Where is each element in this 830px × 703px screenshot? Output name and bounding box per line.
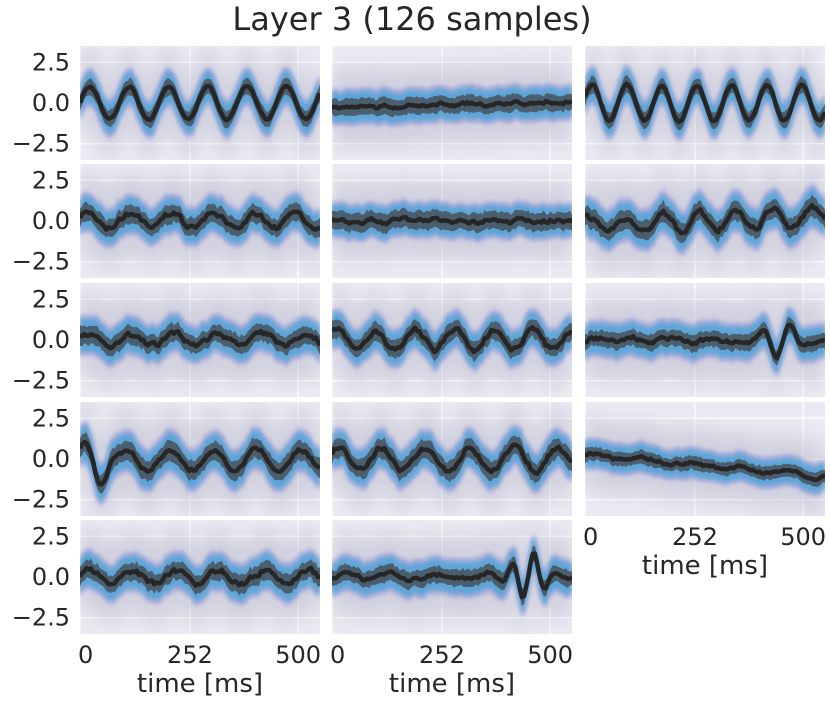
panel-content	[332, 403, 572, 516]
mean-line	[332, 442, 572, 476]
x-tick-label: 252	[672, 523, 718, 551]
y-tick-label: 2.5	[32, 404, 70, 432]
std-band	[80, 558, 320, 596]
mean-line	[332, 325, 572, 355]
panel-content	[585, 46, 825, 160]
x-axis-label: time [ms]	[642, 551, 768, 581]
y-tick-label: −2.5	[12, 248, 70, 276]
y-tick-label: −2.5	[12, 486, 70, 514]
panel-content	[585, 284, 825, 397]
x-tick-label: 500	[527, 641, 573, 669]
mean-line	[80, 83, 320, 123]
x-tick-label: 252	[167, 641, 213, 669]
panel-content	[80, 46, 320, 160]
panel-r3-c2: 0 252 500 time [ms]	[583, 402, 826, 581]
mean-line	[332, 551, 572, 600]
mean-line	[80, 439, 320, 487]
y-tick-label: 0.0	[32, 563, 70, 591]
panel-content	[80, 288, 320, 390]
panel-content	[332, 520, 572, 634]
y-tick-label: −2.5	[12, 604, 70, 632]
panel-content	[332, 178, 572, 264]
panel-r1-c0: 2.5 0.0 −2.5	[12, 164, 320, 278]
panel-r2-c2	[584, 283, 825, 397]
y-tick-label: 2.5	[32, 522, 70, 550]
y-tick-label: 0.0	[32, 207, 70, 235]
mean-line	[585, 203, 825, 236]
y-tick-label: 0.0	[32, 326, 70, 354]
panel-r3-c0: 2.5 0.0 −2.5	[12, 402, 320, 516]
panel-r2-c0: 2.5 0.0 −2.5	[12, 283, 320, 397]
x-tick-label: 500	[275, 641, 321, 669]
mean-line	[80, 209, 320, 232]
panel-r1-c1	[331, 164, 572, 278]
y-tick-label: 0.0	[32, 445, 70, 473]
panel-content	[80, 402, 320, 516]
panel-r1-c2	[584, 164, 825, 278]
y-tick-label: −2.5	[12, 367, 70, 395]
panel-content	[332, 286, 572, 395]
mean-line	[585, 450, 825, 483]
x-tick-label: 0	[78, 641, 93, 669]
panel-content	[332, 61, 572, 149]
x-tick-label: 0	[583, 523, 598, 551]
panel-content	[585, 164, 825, 278]
y-tick-label: −2.5	[12, 130, 70, 158]
mean-line	[80, 328, 320, 351]
panel-r4-c1: 0 252 500 time [ms]	[330, 520, 573, 699]
mean-line	[585, 81, 825, 125]
panel-content	[80, 525, 320, 629]
x-axis-label: time [ms]	[389, 669, 515, 699]
y-tick-label: 0.0	[32, 89, 70, 117]
figure-title: Layer 3 (126 samples)	[232, 0, 591, 38]
panel-r0-c0: 2.5 0.0 −2.5	[12, 46, 320, 160]
panel-r0-c2	[584, 46, 825, 160]
x-axis-label: time [ms]	[137, 669, 263, 699]
y-tick-label: 2.5	[32, 166, 70, 194]
x-tick-label: 0	[330, 641, 345, 669]
panel-r0-c1	[331, 46, 572, 160]
panel-r2-c1	[331, 283, 572, 397]
mean-line	[80, 565, 320, 588]
x-tick-label: 252	[419, 641, 465, 669]
mean-line	[332, 98, 572, 111]
x-tick-label: 500	[780, 523, 826, 551]
y-tick-label: 2.5	[32, 48, 70, 76]
y-tick-label: 2.5	[32, 285, 70, 313]
panel-r4-c0: 2.5 0.0 −2.5 0 252 500 time [ms]	[12, 520, 321, 699]
mean-line	[332, 214, 572, 227]
mean-line	[585, 322, 825, 361]
panel-content	[585, 417, 825, 516]
panel-content	[80, 169, 320, 271]
panel-r3-c1	[331, 402, 572, 516]
